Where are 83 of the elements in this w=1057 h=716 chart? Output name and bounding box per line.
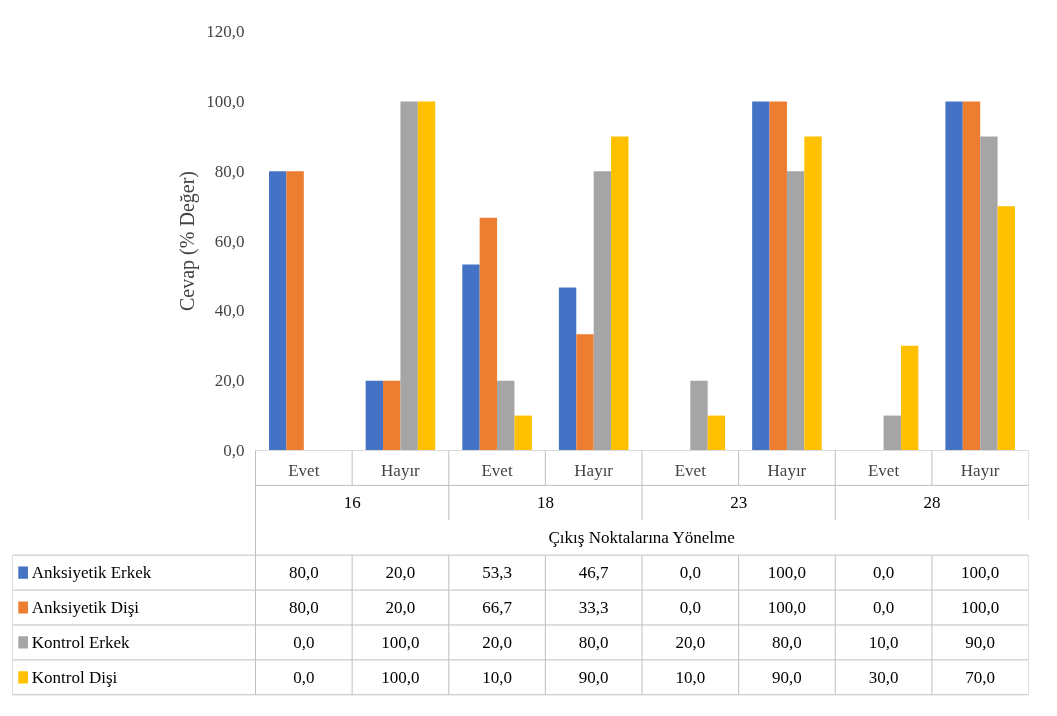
x-tick-label: Evet <box>674 461 707 481</box>
bar <box>479 217 498 451</box>
data-label: 0,0 <box>679 598 701 618</box>
data-label: 70,0 <box>965 667 996 687</box>
data-label: 100,0 <box>961 598 1000 618</box>
bar <box>417 101 436 451</box>
data-label: 0,0 <box>293 667 315 687</box>
data-label: 10,0 <box>482 667 512 687</box>
data-label: 90,0 <box>772 667 802 687</box>
data-label: 100,0 <box>381 667 420 687</box>
bar <box>286 171 304 451</box>
x-tick-label: Evet <box>867 461 900 481</box>
bar <box>769 101 787 451</box>
bar <box>707 415 726 451</box>
bar <box>365 380 384 451</box>
data-label: 80,0 <box>578 632 609 652</box>
data-label: 0,0 <box>872 563 895 583</box>
legend-label: Anksiyetik Dişi <box>31 598 140 618</box>
y-tick-label: 20,0 <box>214 371 245 391</box>
legend-label: Kontrol Erkek <box>31 632 131 652</box>
data-label: 0,0 <box>872 598 895 618</box>
text: 18 <box>536 493 554 513</box>
data-label: 100,0 <box>767 598 807 618</box>
y-tick-label: 120,0 <box>206 22 245 42</box>
y-tick-label: 80,0 <box>214 161 245 181</box>
bar <box>400 101 418 451</box>
data-label: 100,0 <box>961 563 1000 583</box>
bar <box>593 171 612 451</box>
data-label: 80,0 <box>288 598 319 618</box>
bar <box>786 171 805 451</box>
legend-label: Anksiyetik Erkek <box>31 563 152 583</box>
x-tick-label: Hayır <box>767 461 807 481</box>
data-label: 0,0 <box>679 563 701 583</box>
data-label: 66,7 <box>482 598 513 618</box>
y-tick-label: 60,0 <box>214 231 245 251</box>
data-label: 10,0 <box>868 632 899 652</box>
y-tick-label: 40,0 <box>214 301 245 321</box>
legend-label: Kontrol Dişi <box>31 667 118 687</box>
text: 28 <box>923 493 941 513</box>
data-label: 100,0 <box>767 563 807 583</box>
data-label: 20,0 <box>385 563 416 583</box>
data-label: 33,3 <box>578 598 609 618</box>
bar <box>883 415 901 451</box>
bar <box>690 380 708 451</box>
x-tick-label: Evet <box>481 461 513 481</box>
data-label: 80,0 <box>288 563 319 583</box>
bar <box>752 101 770 451</box>
x-tick-label: Hayır <box>381 461 421 481</box>
data-label: 90,0 <box>965 632 996 652</box>
text: 16 <box>343 493 361 513</box>
data-label: 20,0 <box>385 598 416 618</box>
bar <box>611 136 629 451</box>
data-label: 80,0 <box>772 632 802 652</box>
bar <box>576 334 594 451</box>
data-label: 53,3 <box>482 563 512 583</box>
bar <box>558 287 577 451</box>
data-label: 10,0 <box>675 667 706 687</box>
x-tick-label: Hayır <box>960 461 1000 481</box>
bar <box>997 206 1015 451</box>
bar <box>962 101 981 451</box>
data-label: 30,0 <box>868 667 899 687</box>
x-tick-label: Evet <box>288 461 320 481</box>
data-label: 100,0 <box>381 632 420 652</box>
data-label: 46,7 <box>578 563 610 583</box>
text: 23 <box>730 493 748 513</box>
data-label: 90,0 <box>578 667 609 687</box>
bar <box>269 171 287 451</box>
bar <box>804 136 822 451</box>
data-label: 20,0 <box>675 632 706 652</box>
bar <box>497 380 515 451</box>
data-label: 20,0 <box>482 632 512 652</box>
bar <box>514 415 532 451</box>
bar <box>980 136 998 451</box>
y-axis-title: Cevap (% Değer) <box>176 171 200 311</box>
bar <box>945 101 963 451</box>
bar <box>900 345 919 451</box>
x-axis-title: Çıkış Noktalarına Yönelme <box>548 528 735 548</box>
x-tick-label: Hayır <box>574 461 614 481</box>
bar <box>383 380 401 451</box>
bar <box>462 264 480 451</box>
y-tick-label: 0,0 <box>223 440 245 460</box>
y-tick-label: 100,0 <box>206 92 245 112</box>
data-label: 0,0 <box>293 632 315 652</box>
